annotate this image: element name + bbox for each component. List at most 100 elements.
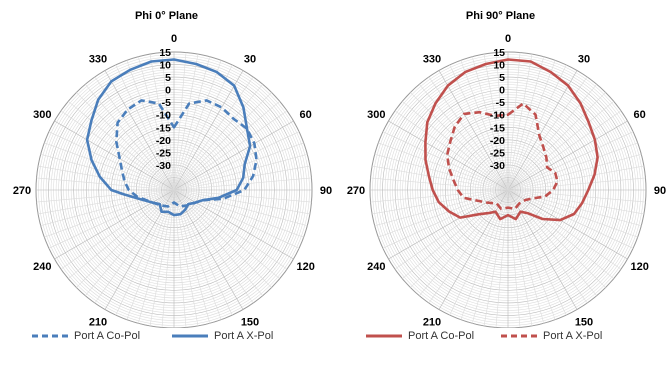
grid-spoke xyxy=(449,189,509,316)
radial-tick-label: -15 xyxy=(156,122,171,134)
radial-tick-label: -25 xyxy=(490,147,505,159)
grid-spoke xyxy=(507,92,606,191)
grid-spoke xyxy=(394,110,509,191)
legend-label: Port A X-Pol xyxy=(543,330,603,342)
radial-tick-label: 5 xyxy=(499,72,505,84)
grid-spoke xyxy=(173,189,254,304)
grid-spoke xyxy=(507,120,628,191)
angle-tick-label: 120 xyxy=(630,261,648,273)
grid-spoke xyxy=(85,189,175,296)
grid-spoke xyxy=(173,52,187,191)
grid-spoke xyxy=(507,189,533,326)
grid-spoke xyxy=(68,101,175,191)
angle-tick-label: 150 xyxy=(241,317,259,328)
grid-spoke xyxy=(76,189,175,288)
grid-spoke xyxy=(173,189,304,238)
grid-spoke xyxy=(173,189,300,249)
radial-tick-label: -20 xyxy=(156,135,171,147)
grid-spoke xyxy=(115,64,175,191)
angle-tick-label: 30 xyxy=(244,53,256,65)
grid-spoke xyxy=(149,54,175,191)
angle-tick-label: 270 xyxy=(13,185,31,197)
series-line-co-pol xyxy=(115,99,258,208)
grid-spoke xyxy=(460,60,509,191)
grid-spoke xyxy=(374,189,509,227)
radial-tick-label: 0 xyxy=(165,85,171,97)
grid-spoke xyxy=(173,76,254,191)
grid-spoke xyxy=(374,153,509,191)
grid-spoke xyxy=(438,70,509,191)
radial-tick-label: 10 xyxy=(493,60,505,72)
grid-spoke xyxy=(507,153,642,191)
angle-tick-label: 120 xyxy=(296,261,314,273)
grid-spoke xyxy=(173,92,272,191)
grid-spoke xyxy=(507,189,646,203)
grid-spoke xyxy=(507,189,628,260)
grid-spoke xyxy=(94,76,175,191)
grid-spoke xyxy=(483,189,509,326)
chart-title: Phi 0° Plane xyxy=(134,10,199,22)
legend-swatch xyxy=(172,334,208,338)
grid-spoke xyxy=(76,92,175,191)
grid-spoke xyxy=(419,84,509,191)
grid-spoke xyxy=(137,189,175,324)
grid-spoke xyxy=(104,70,175,191)
angle-tick-label: 240 xyxy=(33,261,51,273)
legend-swatch xyxy=(366,334,402,338)
legend-swatch xyxy=(32,334,68,338)
grid-spoke xyxy=(507,56,545,191)
polar-grid xyxy=(369,51,647,328)
grid-spoke xyxy=(54,189,175,260)
legend-item-co-pol: Port A Co-Pol xyxy=(364,330,474,342)
radial-tick-label: -25 xyxy=(156,147,171,159)
grid-spoke xyxy=(104,189,175,310)
radial-tick-label: 0 xyxy=(499,85,505,97)
grid-spoke xyxy=(507,189,622,270)
grid-spoke xyxy=(410,189,509,288)
grid-spoke xyxy=(495,189,509,328)
grid-spoke xyxy=(40,153,175,191)
polar-plot: 0306090120150180210240270300330151050-5-… xyxy=(13,33,332,328)
grid-spoke xyxy=(382,131,509,191)
grid-spoke xyxy=(507,189,521,328)
grid-spoke xyxy=(402,189,509,279)
grid-spoke xyxy=(173,64,233,191)
grid-spoke xyxy=(507,131,634,191)
grid-spoke xyxy=(173,70,244,191)
grid-spoke xyxy=(507,177,646,191)
legend-label: Port A X-Pol xyxy=(214,330,274,342)
grid-spoke xyxy=(507,189,644,215)
grid-spoke xyxy=(60,110,175,191)
grid-spoke xyxy=(507,60,556,191)
legend: Port A Co-Pol Port A X-Pol xyxy=(334,330,667,350)
grid-spoke xyxy=(48,189,175,249)
radial-tick-label: 5 xyxy=(165,72,171,84)
polar-plot: 0306090120150180210240270300330151050-5-… xyxy=(347,33,666,328)
grid-spoke xyxy=(438,189,509,310)
grid-spoke xyxy=(173,177,312,191)
grid-spoke xyxy=(126,60,175,191)
grid-spoke xyxy=(507,189,578,310)
grid-spoke xyxy=(173,131,300,191)
grid-spoke xyxy=(428,189,509,304)
angle-tick-label: 0 xyxy=(505,33,511,45)
grid-spoke xyxy=(507,189,567,316)
grid-spoke xyxy=(173,101,280,191)
legend-item-co-pol: Port A Co-Pol xyxy=(30,330,140,342)
radial-tick-label: -5 xyxy=(162,97,171,109)
grid-spoke xyxy=(372,165,509,191)
grid-spoke xyxy=(507,110,622,191)
grid-spoke xyxy=(388,120,509,191)
grid-spoke xyxy=(471,189,509,324)
series-line-x-pol xyxy=(445,102,559,211)
grid-spoke xyxy=(36,189,175,203)
radial-tick-label: -15 xyxy=(490,122,505,134)
grid-spoke xyxy=(173,189,308,227)
grid-spoke xyxy=(173,110,288,191)
grid-spoke xyxy=(507,84,597,191)
grid-spoke xyxy=(44,189,175,238)
series-line-x-pol xyxy=(85,58,252,217)
angle-tick-label: 90 xyxy=(320,185,332,197)
grid-spoke xyxy=(173,189,272,288)
grid-spoke xyxy=(173,120,294,191)
